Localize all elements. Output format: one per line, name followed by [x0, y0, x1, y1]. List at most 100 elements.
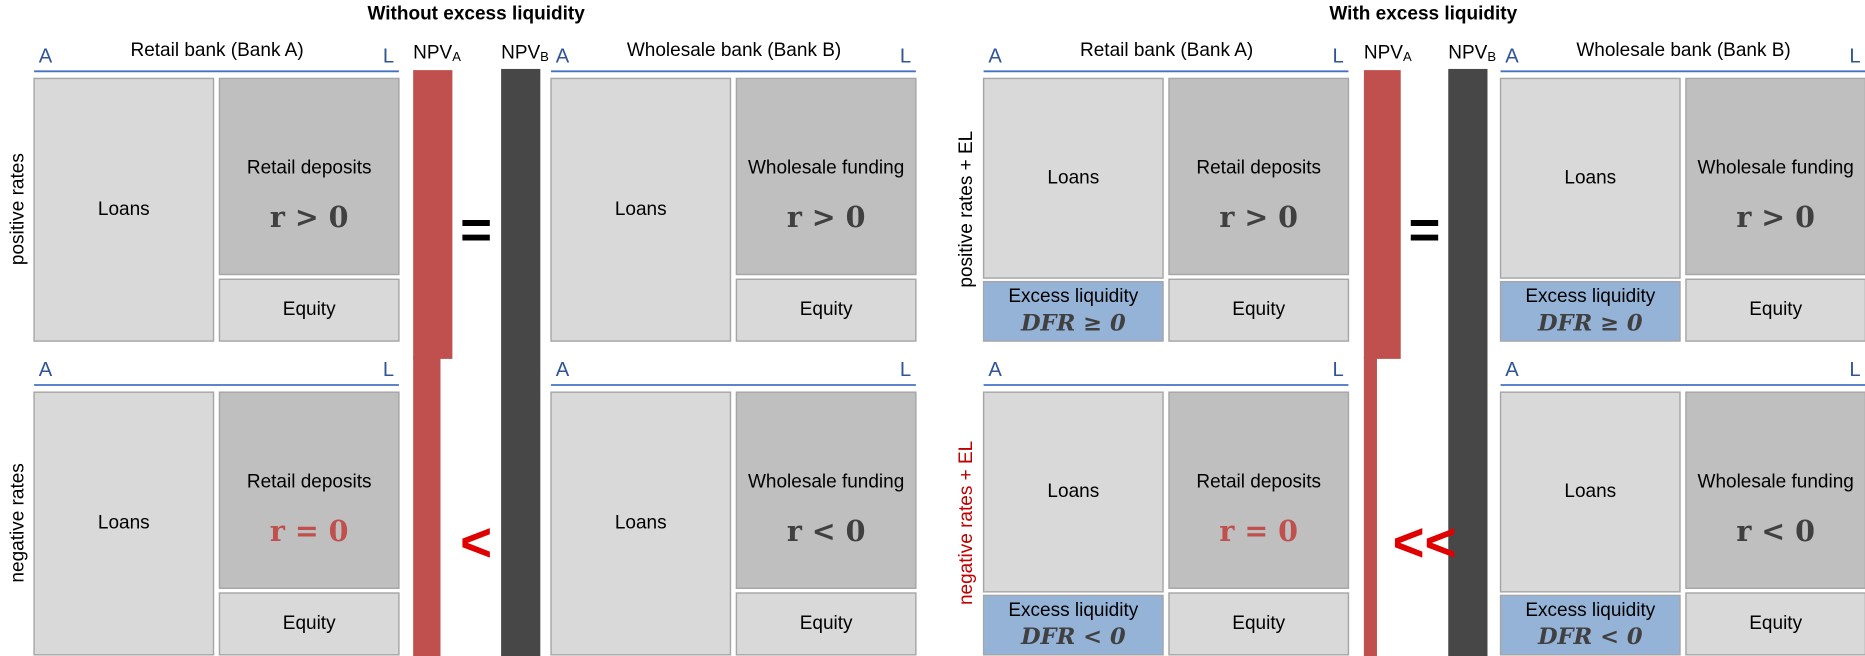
npv-main: NPV	[413, 42, 452, 63]
box	[33, 391, 215, 656]
box-label: Loans	[1564, 167, 1616, 188]
box-label: Equity	[1749, 299, 1802, 320]
box-label: Retail deposits	[247, 471, 372, 492]
box-label: Retail deposits	[247, 158, 372, 179]
formula: DFR ≥ 0	[1537, 310, 1643, 336]
box	[982, 77, 1164, 279]
box	[982, 280, 1164, 342]
formula: r < 0	[787, 514, 866, 548]
box	[1499, 280, 1681, 342]
npv-label: NPVA	[1364, 42, 1412, 64]
box	[982, 594, 1164, 656]
liability-side: L	[1849, 359, 1860, 381]
asset-side: A	[39, 45, 53, 67]
box-label: Loans	[615, 199, 667, 220]
bank-title: Retail bank (Bank A)	[1080, 40, 1253, 61]
box	[1499, 77, 1681, 279]
box-label: Excess liquidity	[1525, 600, 1655, 621]
box-label: Excess liquidity	[1008, 286, 1138, 307]
asset-side: A	[39, 359, 53, 381]
bank-title: Retail bank (Bank A)	[130, 40, 303, 61]
liability-side: L	[1849, 45, 1860, 67]
box-label: Equity	[1232, 299, 1285, 320]
formula: r > 0	[1219, 200, 1298, 234]
box-label: Loans	[615, 513, 667, 534]
formula: r < 0	[1736, 514, 1815, 548]
box	[33, 77, 215, 342]
box	[735, 592, 917, 656]
box-label: Loans	[98, 199, 150, 220]
box	[550, 77, 732, 342]
row-label: negative rates + EL	[956, 441, 977, 605]
relation: =	[460, 200, 492, 261]
box	[982, 391, 1164, 593]
box	[1168, 592, 1350, 656]
npv-label: NPVA	[413, 42, 461, 64]
relation: <<	[1393, 512, 1457, 573]
box	[1685, 278, 1865, 342]
asset-side: A	[1505, 359, 1519, 381]
box-label: Equity	[1232, 613, 1285, 634]
npv-main: NPV	[1364, 42, 1403, 63]
box-label: Retail deposits	[1196, 471, 1321, 492]
box	[735, 77, 917, 276]
relation: =	[1409, 200, 1441, 261]
box	[1168, 77, 1350, 276]
section-title: Without excess liquidity	[367, 3, 585, 24]
section-title: With excess liquidity	[1329, 3, 1517, 24]
row-label: positive rates	[8, 153, 29, 265]
box-label: Wholesale funding	[748, 471, 904, 492]
box	[1685, 391, 1865, 589]
formula: r > 0	[787, 200, 866, 234]
box-label: Wholesale funding	[748, 158, 904, 179]
asset-side: A	[988, 45, 1002, 67]
box-label: Equity	[1749, 613, 1802, 634]
formula: DFR ≥ 0	[1020, 310, 1126, 336]
asset-side: A	[556, 45, 570, 67]
formula: r = 0	[270, 514, 349, 548]
npv-a-bar	[413, 356, 441, 656]
box	[1499, 391, 1681, 593]
box	[1685, 592, 1865, 656]
box-label: Retail deposits	[1196, 158, 1321, 179]
npv-label: NPVB	[1448, 42, 1496, 64]
npv-b-bar	[1448, 68, 1488, 656]
box-label: Excess liquidity	[1525, 286, 1655, 307]
box-label: Equity	[283, 613, 336, 634]
box	[218, 391, 400, 589]
box	[735, 278, 917, 342]
npv-label: NPVB	[501, 42, 549, 64]
box	[1499, 594, 1681, 656]
bank-title: Wholesale bank (Bank B)	[1576, 40, 1790, 61]
liability-side: L	[1332, 359, 1343, 381]
asset-side: A	[556, 359, 570, 381]
box-label: Loans	[1047, 481, 1099, 502]
box	[735, 391, 917, 589]
npv-main: NPV	[501, 42, 540, 63]
box-label: Loans	[1564, 481, 1616, 502]
formula: r > 0	[270, 200, 349, 234]
box	[1685, 77, 1865, 276]
liability-side: L	[383, 359, 394, 381]
box	[218, 278, 400, 342]
box	[1168, 278, 1350, 342]
box	[218, 77, 400, 276]
formula: DFR < 0	[1537, 624, 1643, 650]
liability-side: L	[1332, 45, 1343, 67]
npv-a-bar	[413, 70, 453, 359]
bank-title: Wholesale bank (Bank B)	[627, 40, 841, 61]
formula: r > 0	[1736, 200, 1815, 234]
box-label: Equity	[283, 299, 336, 320]
formula: r = 0	[1219, 514, 1298, 548]
liability-side: L	[900, 359, 911, 381]
asset-side: A	[988, 359, 1002, 381]
npv-sub: B	[1487, 50, 1496, 65]
npv-sub: A	[452, 50, 461, 65]
relation: <	[460, 512, 492, 573]
npv-b-bar	[501, 68, 541, 656]
box	[1168, 391, 1350, 589]
box-label: Loans	[1047, 167, 1099, 188]
box-label: Wholesale funding	[1698, 158, 1854, 179]
